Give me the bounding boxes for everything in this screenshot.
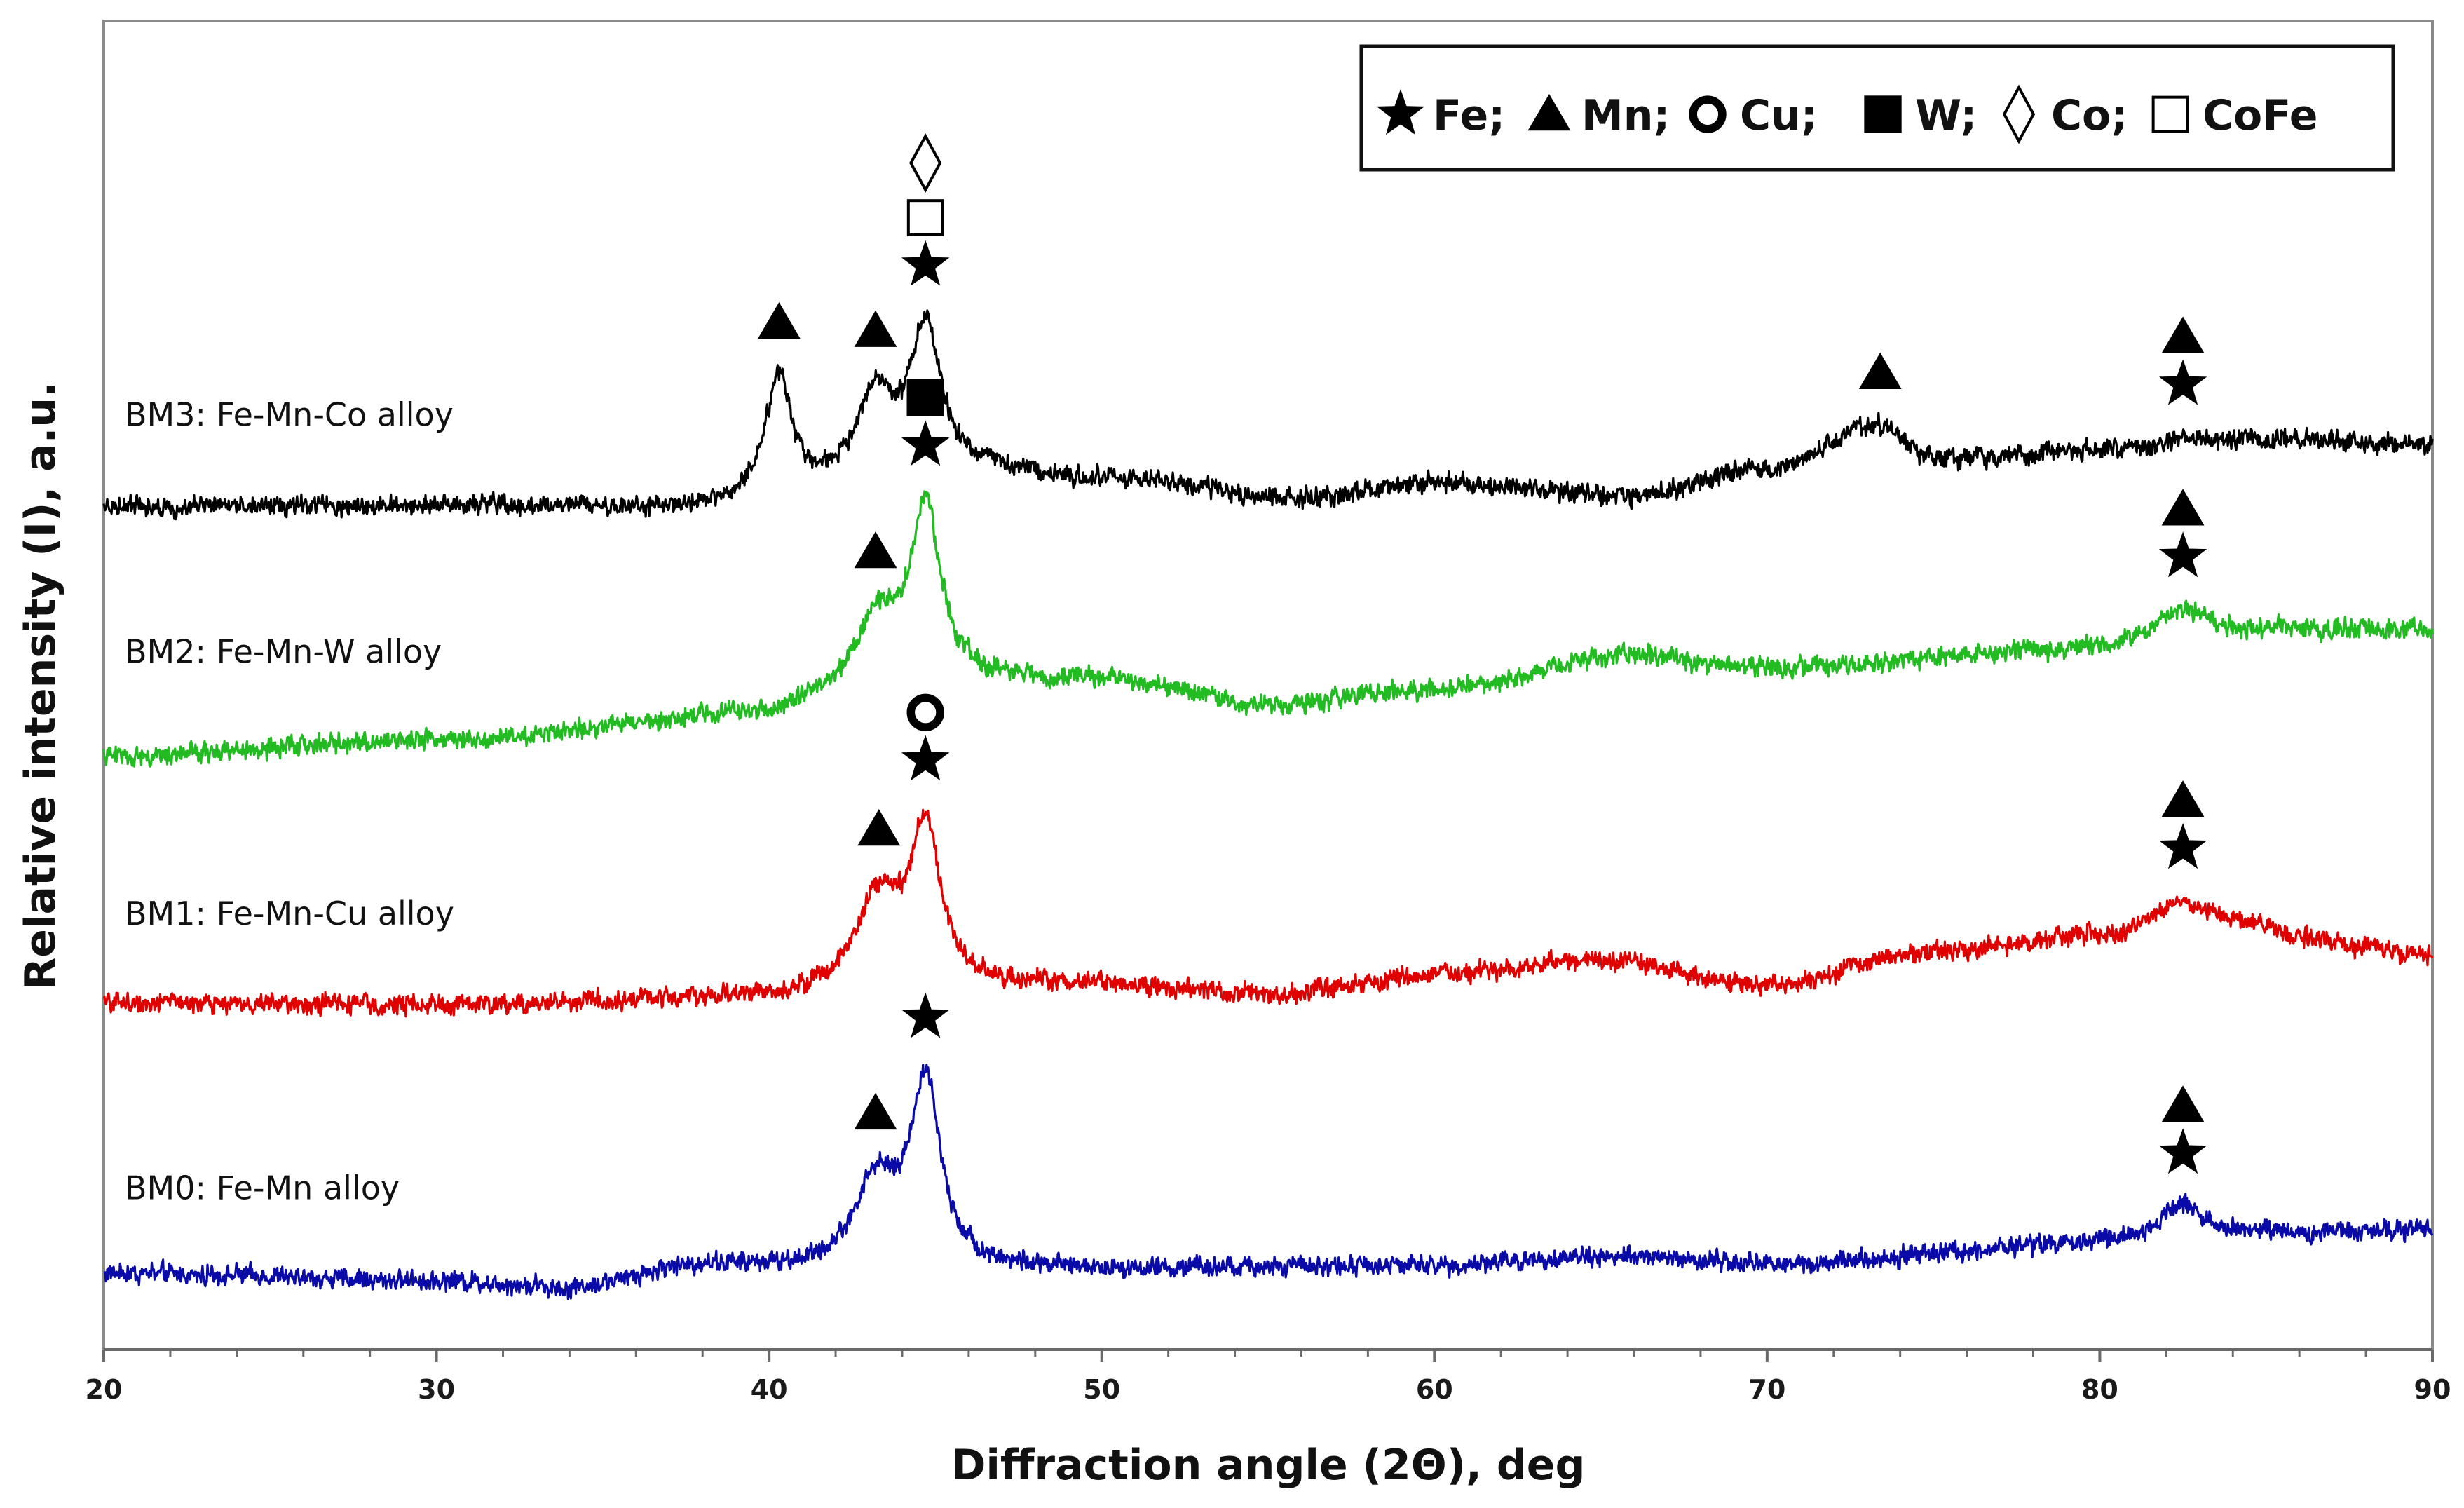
marker-triangle-filled-bm3-fe-mn-co-alloy (854, 310, 897, 347)
x-tick-label-90: 90 (2414, 1374, 2451, 1405)
legend-label-fe: Fe; (1433, 91, 1505, 140)
legend-label-cofe: CoFe (2203, 91, 2318, 140)
marker-star-filled-bm1-fe-mn-cu-alloy (2158, 823, 2207, 869)
marker-circle-ring-bm1-fe-mn-cu-alloy (906, 693, 944, 731)
marker-triangle-filled-bm3-fe-mn-co-alloy (1858, 352, 1902, 390)
x-axis-title: Diffraction angle (2Θ), deg (951, 1441, 1586, 1490)
peak-marker-layer (757, 133, 2207, 1174)
series-line-bm0-fe-mn-alloy (103, 1064, 2434, 1300)
marker-triangle-filled-bm3-fe-mn-co-alloy (2161, 316, 2205, 353)
marker-star-filled-bm2-fe-mn-w-alloy (2158, 531, 2207, 578)
legend-symbol-circle-ring (1689, 95, 1727, 133)
series-label-bm2-fe-mn-w-alloy: BM2: Fe-Mn-W alloy (125, 633, 442, 671)
marker-star-filled-bm2-fe-mn-w-alloy (901, 420, 950, 466)
legend-symbol-square-filled (1864, 95, 1902, 133)
x-tick-label-20: 20 (86, 1374, 123, 1405)
marker-triangle-filled-bm1-fe-mn-cu-alloy (2161, 780, 2205, 817)
marker-triangle-filled-bm3-fe-mn-co-alloy (757, 302, 801, 339)
y-axis-title: Relative intensity (I), a.u. (16, 381, 65, 990)
series-label-bm1-fe-mn-cu-alloy: BM1: Fe-Mn-Cu alloy (125, 895, 454, 932)
series-line-bm3-fe-mn-co-alloy (102, 309, 2434, 521)
marker-triangle-filled-bm0-fe-mn-alloy (854, 1092, 897, 1130)
series-layer: BM0: Fe-Mn alloy BM1: Fe-Mn-Cu alloy BM2: … (102, 309, 2434, 1300)
marker-square-filled-bm2-fe-mn-w-alloy (906, 379, 944, 416)
marker-triangle-filled-bm1-fe-mn-cu-alloy (857, 809, 901, 846)
legend-symbol-star-filled (1376, 89, 1425, 135)
x-tick-label-50: 50 (1083, 1374, 1120, 1405)
legend-symbol-square-open (2151, 95, 2189, 133)
series-label-bm3-fe-mn-co-alloy: BM3: Fe-Mn-Co alloy (125, 395, 454, 433)
series-line-bm2-fe-mn-w-alloy (102, 490, 2434, 768)
marker-star-filled-bm0-fe-mn-alloy (2158, 1128, 2207, 1174)
legend: Fe; Mn; Cu; W; Co; CoFe (1359, 44, 2395, 172)
series-label-bm0-fe-mn-alloy: BM0: Fe-Mn alloy (125, 1169, 400, 1207)
marker-star-filled-bm3-fe-mn-co-alloy (901, 240, 950, 286)
marker-triangle-filled-bm2-fe-mn-w-alloy (854, 531, 897, 569)
legend-symbol-triangle-filled (1527, 94, 1571, 131)
x-tick-label-30: 30 (418, 1374, 455, 1405)
marker-star-filled-bm3-fe-mn-co-alloy (2158, 359, 2207, 405)
legend-label-co: Co; (2051, 91, 2128, 140)
x-axis: 20 30 40 50 60 70 80 90 (86, 1348, 2451, 1405)
marker-diamond-open-bm3-fe-mn-co-alloy (909, 133, 942, 193)
legend-label-cu: Cu; (1740, 91, 1818, 140)
marker-star-filled-bm1-fe-mn-cu-alloy (901, 735, 950, 781)
legend-label-mn: Mn; (1581, 91, 1670, 140)
legend-label-w: W; (1915, 91, 1977, 140)
series-line-bm1-fe-mn-cu-alloy (102, 808, 2434, 1018)
marker-square-open-bm3-fe-mn-co-alloy (906, 199, 944, 236)
x-tick-label-60: 60 (1416, 1374, 1453, 1405)
x-tick-label-80: 80 (2081, 1374, 2118, 1405)
x-tick-label-70: 70 (1748, 1374, 1785, 1405)
legend-items: Fe; Mn; Cu; W; Co; CoFe (1376, 84, 2318, 144)
marker-triangle-filled-bm2-fe-mn-w-alloy (2161, 489, 2205, 526)
marker-star-filled-bm0-fe-mn-alloy (901, 992, 950, 1038)
x-tick-label-40: 40 (751, 1374, 788, 1405)
marker-triangle-filled-bm0-fe-mn-alloy (2161, 1085, 2205, 1122)
legend-symbol-diamond-open (2002, 84, 2036, 144)
